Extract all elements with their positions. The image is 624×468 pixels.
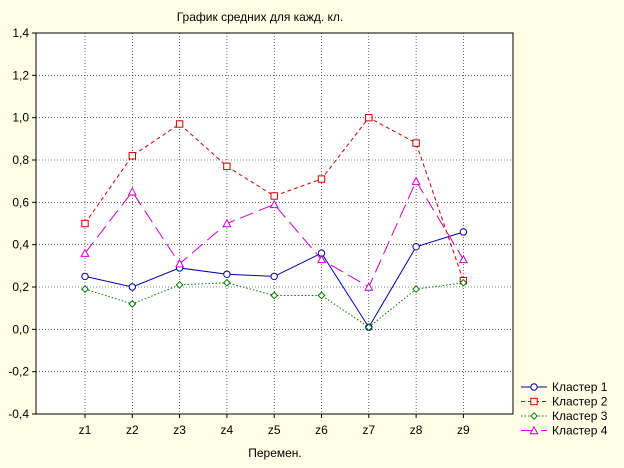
data-point-diamond (459, 278, 468, 287)
chart-title: График средних для кажд. кл. (177, 10, 344, 24)
data-point-diamond (317, 291, 326, 300)
data-point-triangle (411, 176, 421, 185)
data-point-circle (223, 270, 231, 278)
series-line (84, 180, 464, 288)
data-point-circle (459, 228, 468, 236)
legend-item-4: Кластер 4 (521, 424, 608, 438)
y-tick-label: -0,2 (8, 365, 29, 379)
data-point-diamond (364, 323, 373, 332)
legend-label: Кластер 2 (552, 395, 608, 409)
data-point-triangle (222, 218, 232, 228)
data-point-diamond (222, 278, 231, 287)
data-point-square (317, 175, 326, 183)
grid-lines (36, 33, 513, 414)
legend-label: Кластер 1 (552, 380, 608, 394)
data-point-circle (530, 383, 538, 391)
x-tick-label: z1 (79, 423, 92, 437)
data-point-diamond (530, 412, 538, 420)
legend-item-3: Кластер 3 (521, 409, 608, 423)
data-point-diamond (412, 285, 421, 294)
data-point-square (81, 219, 89, 228)
y-tick-label: 1,2 (12, 68, 29, 82)
legend-label: Кластер 4 (552, 424, 608, 438)
y-tick-label: 0,6 (12, 195, 29, 209)
data-point-circle (81, 272, 89, 281)
legend-item-2: Кластер 2 (521, 395, 608, 409)
y-tick-label: 0,2 (12, 280, 29, 294)
data-point-square (223, 162, 231, 171)
legend-label: Кластер 3 (552, 409, 608, 423)
x-tick-label: z8 (410, 423, 423, 437)
data-point-triangle (127, 186, 137, 196)
data-point-square (365, 113, 373, 122)
data-point-square (412, 139, 420, 147)
y-tick-label: 0,0 (12, 322, 29, 336)
data-point-square (128, 152, 137, 160)
data-point-triangle (80, 248, 90, 257)
x-tick-label: z6 (315, 423, 328, 437)
legend-item-1: Кластер 1 (521, 380, 608, 394)
data-point-circle (128, 283, 137, 291)
data-point-diamond (175, 280, 184, 289)
data-point-circle (270, 272, 278, 281)
x-tick-label: z4 (221, 423, 234, 437)
plot-frame (35, 32, 514, 415)
data-point-diamond (270, 291, 279, 300)
series-line (84, 117, 464, 281)
data-point-square (530, 397, 538, 406)
data-point-triangle (175, 258, 185, 268)
x-axis: z1 z2 z3 z4 z5 z6 z7 z8 z9 (79, 414, 470, 437)
data-point-square (175, 120, 184, 128)
x-axis-label: Перемен. (248, 446, 302, 460)
y-tick-label: -0,4 (8, 407, 29, 421)
data-point-triangle (364, 282, 374, 291)
series-group (80, 113, 468, 332)
data-point-triangle (316, 254, 327, 264)
data-point-triangle (458, 254, 468, 264)
data-point-diamond (81, 285, 89, 294)
x-tick-label: z7 (362, 423, 375, 437)
x-tick-label: z3 (173, 423, 186, 437)
y-tick-label: 1,0 (12, 111, 29, 125)
data-point-square (270, 192, 278, 200)
data-point-triangle (529, 425, 539, 435)
y-axis: -0,4 -0,2 0,0 0,2 0,4 0,6 0,8 1,0 1,2 1,4 (8, 26, 36, 421)
data-point-triangle (269, 199, 279, 209)
data-point-diamond (128, 300, 137, 308)
series-4 (80, 176, 468, 291)
x-tick-label: z5 (268, 423, 281, 437)
y-tick-label: 0,8 (12, 153, 29, 167)
y-tick-label: 0,4 (12, 238, 29, 252)
x-tick-label: z2 (126, 423, 139, 437)
series-3 (81, 278, 468, 332)
y-tick-label: 1,4 (12, 26, 29, 40)
data-point-circle (412, 243, 420, 251)
x-tick-label: z9 (457, 423, 470, 437)
